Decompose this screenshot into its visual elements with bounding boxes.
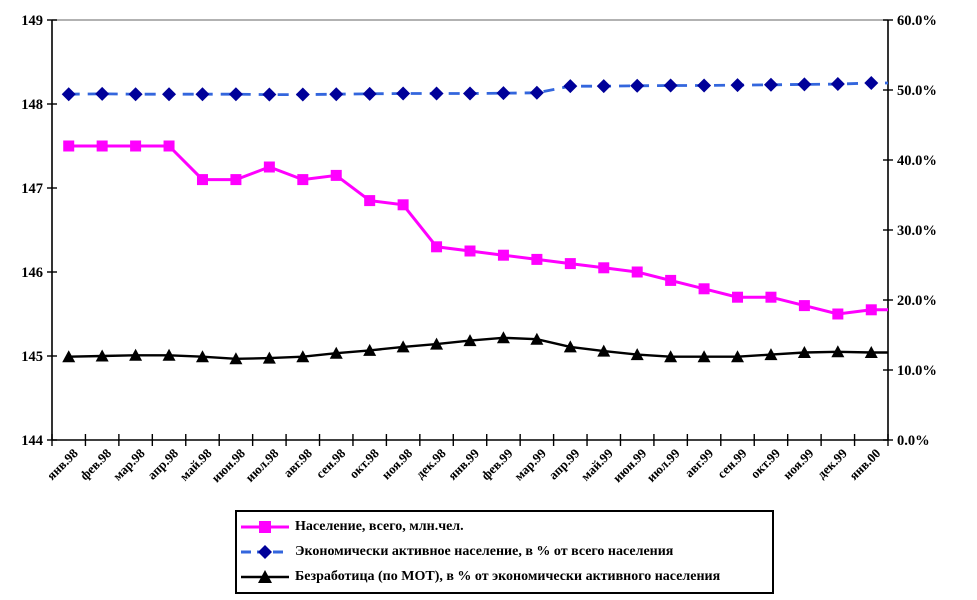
legend-item-unemployment: Безработица (по МОТ), в % от экономическ… [241, 569, 770, 585]
svg-text:май.99: май.99 [578, 445, 617, 484]
series-unemployment-ilo-markers [62, 331, 878, 365]
legend-label-economically-active: Экономически активное население, в % от … [295, 543, 674, 559]
svg-text:июн.98: июн.98 [208, 445, 248, 485]
svg-text:июл.99: июл.99 [643, 445, 683, 485]
svg-text:145: 145 [21, 349, 43, 365]
svg-text:май.98: май.98 [176, 445, 215, 484]
x-axis [51, 434, 889, 446]
svg-text:дек.99: дек.99 [814, 445, 850, 481]
svg-text:янв.99: янв.99 [445, 445, 483, 483]
svg-text:мар.99: мар.99 [511, 445, 549, 483]
y-axis-right: 0.0% 10.0% 20.0% 30.0% 40.0% 50.0% 60.0% [883, 13, 937, 449]
svg-text:30.0%: 30.0% [897, 223, 937, 239]
series-economically-active-markers [61, 76, 879, 102]
svg-text:апр.98: апр.98 [144, 445, 181, 482]
svg-text:апр.99: апр.99 [545, 445, 582, 482]
svg-text:0.0%: 0.0% [897, 433, 930, 449]
svg-text:мар.98: мар.98 [110, 445, 148, 483]
svg-text:авг.98: авг.98 [280, 445, 315, 480]
svg-text:148: 148 [21, 97, 43, 113]
legend-label-population: Население, всего, млн.чел. [295, 518, 464, 534]
y-axis-left: 144 145 146 147 148 149 [21, 13, 57, 449]
active-population-dashed-diamond-icon [241, 544, 289, 559]
svg-text:сен.99: сен.99 [714, 445, 750, 481]
unemployment-line-triangle-icon [241, 570, 289, 584]
svg-text:июл.98: июл.98 [242, 445, 282, 485]
svg-text:июн.99: июн.99 [610, 445, 650, 485]
chart-canvas: 144 145 146 147 148 149 0.0% 10.0% 20.0% 30.0% 40.… [21, 13, 937, 485]
svg-text:144: 144 [21, 433, 43, 449]
svg-text:146: 146 [21, 265, 43, 281]
svg-text:авг.99: авг.99 [681, 445, 716, 480]
svg-text:сен.98: сен.98 [313, 445, 349, 481]
series-unemployment-ilo [68, 336, 888, 361]
svg-text:дек.98: дек.98 [413, 445, 449, 481]
legend-item-population: Население, всего, млн.чел. [241, 519, 770, 535]
svg-text:60.0%: 60.0% [897, 13, 937, 29]
svg-text:фев.99: фев.99 [478, 445, 516, 483]
svg-text:фев.98: фев.98 [77, 445, 115, 483]
series-population-total [68, 144, 888, 316]
chart-legend: Население, всего, млн.чел. Экономически … [235, 510, 774, 594]
svg-text:ноя.99: ноя.99 [780, 445, 817, 482]
population-line-square-icon [241, 520, 289, 533]
x-axis-labels: янв.98фев.98мар.98апр.98май.98июн.98июл.… [44, 445, 884, 485]
svg-text:50.0%: 50.0% [897, 83, 937, 99]
svg-text:147: 147 [21, 181, 43, 197]
svg-text:окт.98: окт.98 [346, 445, 382, 481]
svg-text:20.0%: 20.0% [897, 293, 937, 309]
svg-text:149: 149 [21, 13, 43, 29]
svg-text:окт.99: окт.99 [747, 445, 783, 481]
svg-text:10.0%: 10.0% [897, 363, 937, 379]
legend-item-economically-active: Экономически активное население, в % от … [241, 544, 770, 560]
series-population-total-markers [63, 140, 877, 320]
svg-text:40.0%: 40.0% [897, 153, 937, 169]
svg-text:янв.00: янв.00 [846, 446, 883, 483]
svg-text:ноя.98: ноя.98 [378, 445, 415, 482]
legend-label-unemployment: Безработица (по МОТ), в % от экономическ… [295, 569, 721, 585]
svg-text:янв.98: янв.98 [44, 445, 82, 483]
